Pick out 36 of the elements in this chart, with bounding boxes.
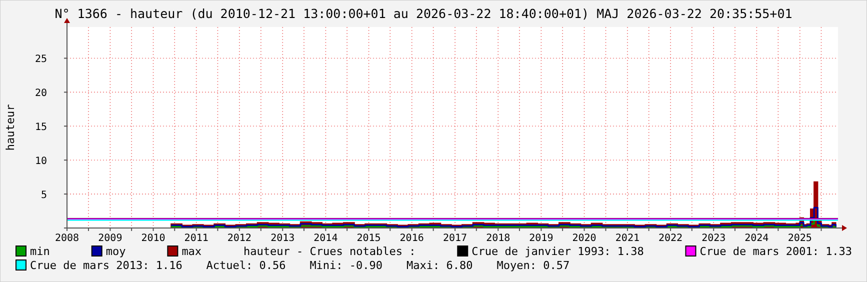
text: Moyen: 0.57 — [496, 259, 570, 272]
legend-label: Crue de janvier 1993: 1.38 — [472, 245, 644, 258]
x-tick-label: 2014 — [314, 233, 338, 244]
x-tick-label: 2019 — [529, 233, 554, 244]
legend-label: Crue de mars 2001: 1.33 — [700, 245, 852, 258]
y-tick-label: 5 — [40, 190, 47, 202]
x-tick-label: 2021 — [615, 233, 640, 244]
legend-label: max — [182, 245, 202, 258]
y-tick-label: 25 — [34, 54, 47, 66]
x-tick-label: 2013 — [270, 233, 295, 244]
text: Actuel: 0.56 — [206, 259, 286, 272]
x-tick-label: 2016 — [400, 233, 424, 244]
x-tick-label: 2025 — [788, 233, 812, 244]
text: Mini: -0.90 — [310, 259, 383, 272]
x-tick-label: 2020 — [572, 233, 596, 244]
x-tick-label: 2015 — [356, 233, 381, 244]
y-tick-label: 10 — [34, 156, 47, 168]
chart-title: N° 1366 - hauteur (du 2010-12-21 13:00:00+01 au 2026-03-22 18:40:00+01) MAJ 2026-03-22 20:35:55+01 — [54, 6, 792, 21]
text: hauteur - Crues notables : — [244, 245, 416, 258]
x-tick-label: 2024 — [744, 233, 769, 244]
x-tick-label: 2017 — [442, 233, 468, 244]
y-tick-label: 15 — [34, 122, 47, 134]
legend-label: min — [30, 245, 50, 258]
x-tick-label: 2018 — [486, 233, 510, 244]
x-tick-label: 2022 — [658, 233, 683, 244]
y-axis-title: hauteur — [4, 104, 17, 151]
x-tick-label: 2023 — [702, 233, 726, 244]
x-tick-label: 2009 — [98, 233, 122, 244]
x-tick-label: 2011 — [184, 233, 208, 244]
x-tick-label: 2012 — [227, 233, 252, 244]
x-tick-label: 2010 — [141, 233, 166, 244]
x-tick-label: 2008 — [54, 233, 80, 244]
legend-label: moy — [106, 245, 126, 258]
legend-label: Crue de mars 2013: 1.16 — [30, 259, 182, 272]
text: Maxi: 6.80 — [406, 259, 473, 272]
y-tick-label: 20 — [34, 88, 47, 100]
